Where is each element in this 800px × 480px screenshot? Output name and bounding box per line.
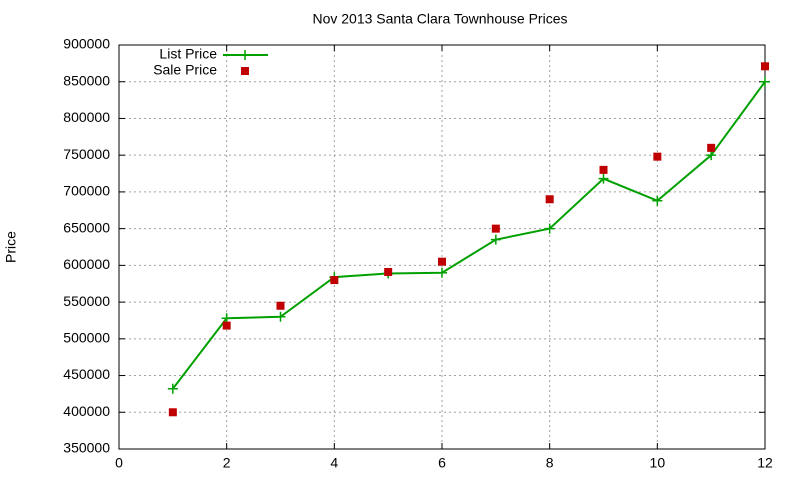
y-tick-label: 650000	[63, 219, 110, 235]
point	[545, 195, 554, 204]
point	[438, 257, 446, 266]
x-tick-label: 8	[546, 455, 554, 471]
plot-border	[118, 44, 766, 450]
y-tick-label: 850000	[63, 72, 110, 88]
point	[168, 408, 177, 417]
y-tick-label: 450000	[63, 366, 110, 382]
y-tick-label: 550000	[63, 293, 110, 309]
y-tick-label: 700000	[63, 183, 110, 199]
point	[384, 267, 393, 276]
chart-title: Nov 2013 Santa Clara Townhouse Prices	[312, 11, 567, 27]
point	[761, 62, 769, 71]
point	[330, 276, 339, 285]
point	[222, 321, 231, 330]
y-tick-label: 600000	[63, 256, 110, 272]
y-tick-label: 750000	[63, 146, 110, 162]
point	[760, 76, 770, 87]
legend-marker	[241, 67, 249, 75]
x-tick-label: 0	[115, 455, 123, 471]
legend-marker	[240, 50, 250, 60]
point	[221, 313, 232, 324]
x-tick-label: 2	[223, 455, 231, 471]
x-tick-label: 6	[438, 455, 446, 471]
point	[490, 234, 501, 245]
x-tick-label: 12	[757, 455, 773, 471]
y-tick-label: 350000	[63, 440, 110, 456]
x-tick-label: 4	[330, 455, 338, 471]
point	[275, 311, 286, 322]
y-tick-label: 800000	[63, 109, 110, 125]
point	[653, 152, 662, 161]
point	[706, 150, 717, 161]
point	[276, 301, 285, 310]
point	[167, 383, 178, 394]
y-tick-label: 900000	[63, 36, 110, 52]
x-tick-label: 10	[650, 455, 666, 471]
legend-label: Sale Price	[153, 62, 217, 78]
point	[652, 195, 663, 206]
point	[598, 173, 609, 184]
point	[599, 165, 608, 174]
point	[491, 224, 500, 233]
y-axis-label: Price	[3, 231, 19, 263]
point	[544, 223, 555, 234]
legend-label: List Price	[159, 46, 217, 62]
series-line	[172, 81, 766, 390]
point	[437, 267, 447, 278]
point	[707, 143, 716, 152]
y-tick-label: 400000	[63, 403, 110, 419]
y-tick-label: 500000	[63, 330, 110, 346]
